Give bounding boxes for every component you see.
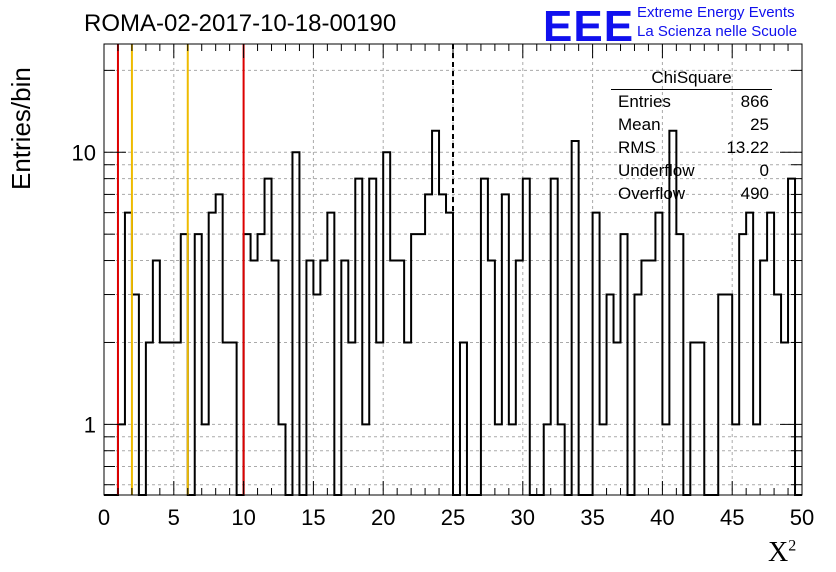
x-tick-label: 20 <box>371 505 395 530</box>
stat-row-rms: RMS 13.22 <box>611 136 777 159</box>
axis-ticks <box>103 44 803 495</box>
stat-value: 866 <box>740 92 769 111</box>
logo-caption: Extreme Energy Events La Scienza nelle S… <box>637 3 797 41</box>
stat-label: RMS <box>618 138 656 157</box>
stat-row-entries: Entries 866 <box>611 90 777 113</box>
stat-value: 25 <box>750 115 769 134</box>
x-tick-label: 0 <box>98 505 110 530</box>
chart-title: ROMA-02-2017-10-18-00190 <box>84 10 397 37</box>
stat-label: Overflow <box>618 184 686 203</box>
histogram-outline <box>104 129 802 496</box>
y-tick-label: 10 <box>72 140 96 165</box>
y-tick-label: 1 <box>84 412 96 437</box>
stat-row-mean: Mean 25 <box>611 113 777 136</box>
x-tick-label: 5 <box>168 505 180 530</box>
marker-lines <box>116 44 454 495</box>
axis-tick-labels: 0 5 10 15 20 25 30 35 40 45 50 1 10 <box>72 140 815 530</box>
x-tick-label: 15 <box>301 505 325 530</box>
logo-line-1: Extreme Energy Events <box>637 4 795 21</box>
x-tick-label: 35 <box>580 505 604 530</box>
x-tick-label: 40 <box>650 505 674 530</box>
stats-title: ChiSquare <box>611 66 772 90</box>
x-tick-label: 25 <box>441 505 465 530</box>
x-tick-label: 45 <box>720 505 744 530</box>
stat-value: 13.22 <box>726 138 769 157</box>
x-tick-label: 50 <box>790 505 814 530</box>
stat-row-underflow: Underflow 0 <box>611 159 777 182</box>
stat-label: Entries <box>618 92 671 111</box>
logo-line-2: La Scienza nelle Scuole <box>637 23 798 40</box>
stat-row-overflow: Overflow 490 <box>611 182 777 205</box>
stat-label: Underflow <box>618 161 695 180</box>
y-axis-label: Entries/bin <box>6 67 36 190</box>
x-tick-label: 30 <box>511 505 535 530</box>
stats-box: ChiSquare Entries 866 Mean 25 RMS 13.22 … <box>611 66 777 205</box>
x-tick-label: 10 <box>231 505 255 530</box>
eee-logo: EEE <box>543 2 635 51</box>
stat-value: 0 <box>759 161 769 180</box>
stat-label: Mean <box>618 115 661 134</box>
x-axis-label: X2 <box>768 537 797 568</box>
stat-value: 490 <box>740 184 769 203</box>
